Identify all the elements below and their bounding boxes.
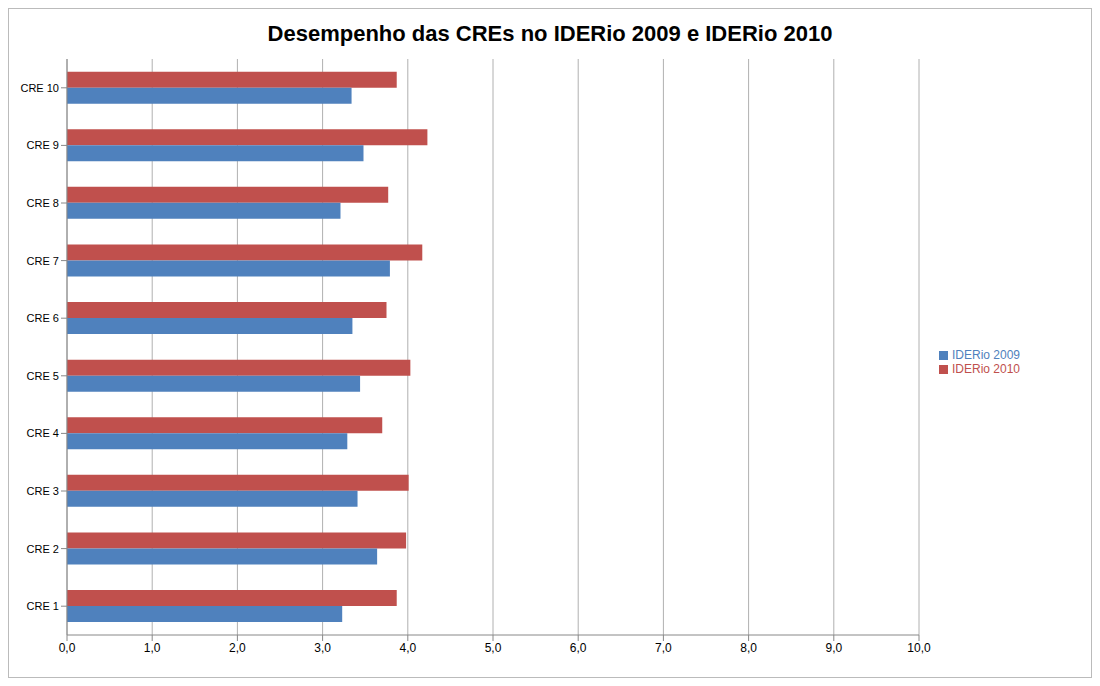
svg-text:CRE 7: CRE 7	[27, 255, 59, 267]
html-text:Desempenho das CREs no IDERio: Desempenho das CREs no IDERio 2009 e IDE…	[267, 21, 833, 46]
svg-text:5,0: 5,0	[485, 641, 502, 655]
svg-text:7,0: 7,0	[655, 641, 672, 655]
svg-text:10,0: 10,0	[907, 641, 931, 655]
svg-text:9,0: 9,0	[825, 641, 842, 655]
html-text:IDERio 2009: IDERio 2009	[952, 348, 1020, 362]
svg-text:CRE 5: CRE 5	[27, 370, 59, 382]
svg-text:CRE 2: CRE 2	[27, 543, 59, 555]
svg-text:CRE 9: CRE 9	[27, 139, 59, 151]
svg-text:0,0: 0,0	[59, 641, 76, 655]
svg-text:CRE 8: CRE 8	[27, 197, 59, 209]
svg-text:3,0: 3,0	[314, 641, 331, 655]
svg-text:CRE 6: CRE 6	[27, 312, 59, 324]
html-text:IDERio 2010: IDERio 2010	[952, 362, 1020, 376]
svg-text:2,0: 2,0	[229, 641, 246, 655]
svg-text:4,0: 4,0	[399, 641, 416, 655]
svg-text:CRE 3: CRE 3	[27, 485, 59, 497]
svg-text:6,0: 6,0	[570, 641, 587, 655]
svg-text:8,0: 8,0	[740, 641, 757, 655]
svg-text:CRE 10: CRE 10	[20, 82, 59, 94]
svg-text:1,0: 1,0	[144, 641, 161, 655]
svg-text:CRE 1: CRE 1	[27, 600, 59, 612]
svg-text:CRE 4: CRE 4	[27, 427, 59, 439]
